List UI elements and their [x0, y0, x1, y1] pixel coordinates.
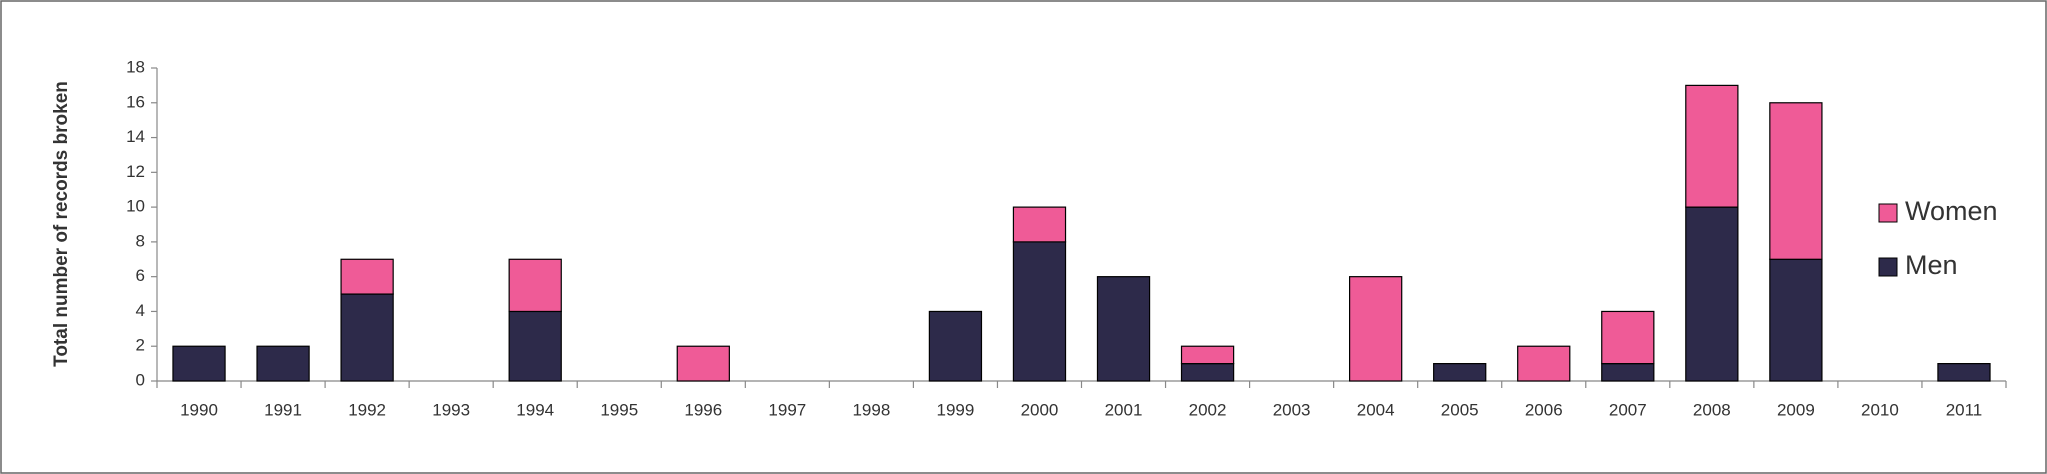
bar-segment	[676, 345, 730, 382]
bar-segment	[928, 310, 983, 382]
y-tick-label: 16	[126, 92, 145, 111]
bar-segment	[1601, 363, 1655, 382]
bar-segment	[1180, 363, 1235, 382]
bar-segment	[1517, 345, 1571, 382]
legend-label: Men	[1905, 250, 1958, 280]
x-tick-label: 1999	[937, 400, 975, 419]
bar-segment	[508, 310, 562, 382]
y-tick-label: 0	[136, 370, 145, 389]
bar-segment	[1685, 206, 1739, 382]
y-tick-label: 14	[126, 127, 145, 146]
x-tick-label: 2011	[1946, 400, 1983, 419]
y-tick-label: 8	[136, 231, 145, 250]
y-tick-label: 4	[136, 301, 145, 320]
bar-segment	[340, 258, 394, 295]
x-tick-label: 1991	[264, 400, 302, 419]
x-tick-label: 2003	[1273, 400, 1311, 419]
legend-label: Women	[1905, 196, 1998, 226]
bar-segment	[1012, 206, 1067, 243]
x-tick-label: 2004	[1357, 400, 1395, 419]
x-tick-label: 2007	[1609, 400, 1647, 419]
y-tick-label: 12	[126, 162, 145, 181]
x-tick-label: 2006	[1525, 400, 1563, 419]
x-tick-label: 2008	[1693, 400, 1731, 419]
bar-segment	[1685, 84, 1739, 208]
bar-segment	[1180, 345, 1235, 365]
x-tick-label: 1996	[684, 400, 722, 419]
x-tick-label: 2010	[1861, 400, 1899, 419]
bar-segment	[1769, 102, 1823, 260]
x-tick-label: 1998	[852, 400, 890, 419]
y-tick-label: 10	[126, 197, 145, 216]
x-tick-label: 2009	[1777, 400, 1815, 419]
bar-segment	[1012, 241, 1067, 382]
bar-segment	[172, 345, 226, 382]
x-tick-label: 1994	[516, 400, 554, 419]
bar-segment	[508, 258, 562, 313]
bar-segment	[256, 345, 310, 382]
x-tick-label: 1997	[768, 400, 806, 419]
x-tick-label: 1995	[600, 400, 638, 419]
y-tick-label: 2	[136, 336, 145, 355]
x-tick-label: 2005	[1441, 400, 1479, 419]
bar-segment	[1769, 258, 1823, 382]
y-tick-label: 18	[126, 57, 145, 76]
x-tick-label: 2001	[1105, 400, 1143, 419]
bar-segment	[1096, 276, 1151, 382]
x-tick-label: 1990	[180, 400, 218, 419]
bar-segment	[1433, 363, 1487, 382]
bar-segment	[1349, 276, 1403, 382]
x-tick-label: 1993	[432, 400, 470, 419]
bar-segment	[340, 293, 394, 382]
x-tick-label: 2002	[1189, 400, 1227, 419]
x-tick-label: 2000	[1021, 400, 1059, 419]
bar-segment	[1601, 310, 1655, 365]
legend-swatch	[1878, 203, 1898, 223]
bar-segment	[1937, 363, 1991, 382]
legend-swatch	[1878, 257, 1898, 277]
y-axis-title: Total number of records broken	[51, 81, 72, 367]
y-tick-label: 6	[136, 266, 145, 285]
x-tick-label: 1992	[348, 400, 386, 419]
